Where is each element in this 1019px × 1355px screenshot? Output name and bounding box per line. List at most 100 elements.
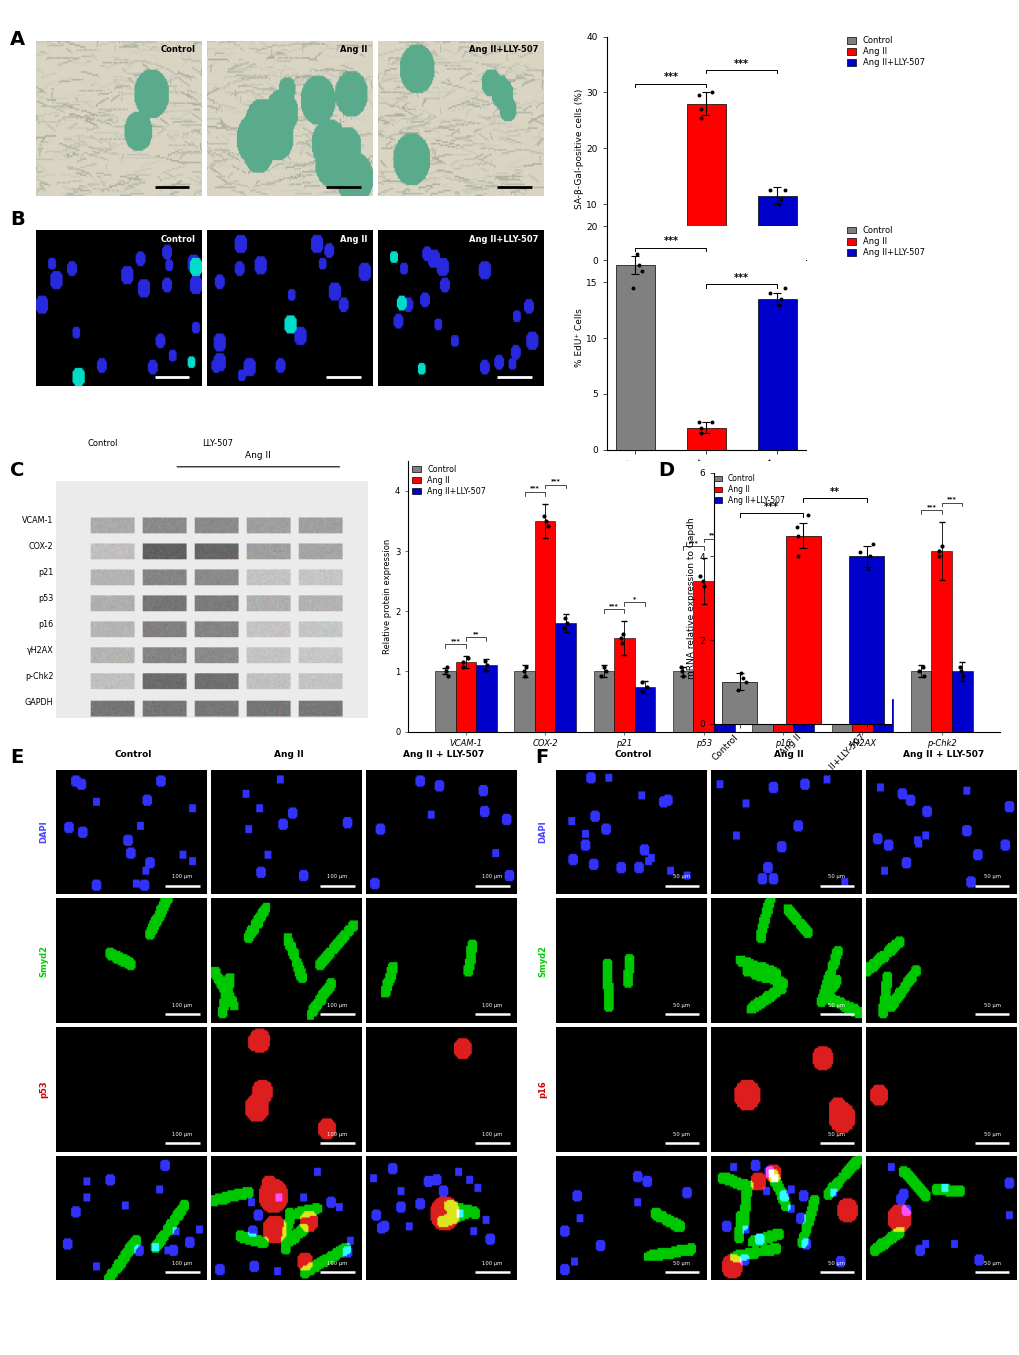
Text: ***: *** [550, 478, 559, 484]
Text: p53: p53 [39, 1080, 48, 1099]
Point [535, 505, 551, 527]
Text: Ang II: Ang II [246, 451, 271, 459]
Point [638, 676, 654, 698]
Text: ***: *** [450, 638, 460, 644]
Point [861, 546, 877, 568]
Point [737, 671, 753, 692]
Point [755, 665, 771, 687]
Point [539, 515, 555, 537]
Bar [514, 672, 534, 732]
Text: 50 μm: 50 μm [673, 874, 690, 879]
Text: Control: Control [161, 45, 196, 54]
Text: ***: *** [708, 533, 718, 538]
Text: 100 μm: 100 μm [172, 1260, 193, 1266]
Text: ***: *** [734, 274, 749, 283]
Text: ***: *** [947, 496, 956, 501]
Text: **: ** [829, 486, 840, 497]
Point [773, 600, 790, 622]
Text: Ang II + LLY-507: Ang II + LLY-507 [403, 749, 484, 759]
Text: A: A [10, 30, 25, 49]
Point [703, 81, 719, 103]
Point [729, 679, 745, 701]
Text: 100 μm: 100 μm [482, 1003, 502, 1008]
Legend: Control, Ang II, Ang II+LLY-507: Control, Ang II, Ang II+LLY-507 [847, 37, 924, 68]
Bar [686, 428, 726, 450]
Point [873, 688, 890, 710]
Text: B: B [10, 210, 24, 229]
Point [518, 656, 534, 678]
Point [703, 411, 719, 432]
Point [798, 673, 814, 695]
Point [695, 570, 711, 592]
Bar [721, 682, 756, 724]
Text: ***: *** [662, 236, 678, 247]
Text: Merge: Merge [538, 1203, 547, 1233]
Point [592, 665, 608, 687]
Text: ***: *** [788, 562, 798, 568]
Point [857, 607, 873, 629]
Point [915, 665, 931, 687]
Text: 50 μm: 50 μm [982, 1260, 1000, 1266]
Text: 50 μm: 50 μm [982, 1003, 1000, 1008]
Point [692, 99, 708, 121]
Point [732, 663, 748, 684]
Point [771, 188, 788, 210]
Text: ***: *** [767, 570, 776, 575]
Text: ***: *** [530, 485, 539, 491]
Point [761, 179, 777, 201]
Point [625, 237, 641, 259]
Point [633, 671, 649, 692]
Point [873, 692, 890, 714]
Point [478, 654, 494, 676]
Text: ***: *** [925, 504, 935, 508]
Point [516, 661, 532, 683]
Text: 50 μm: 50 μm [827, 1131, 845, 1137]
Point [777, 596, 794, 618]
Point [558, 612, 575, 634]
Text: Control: Control [88, 439, 118, 447]
Bar [793, 690, 813, 732]
Bar [713, 660, 734, 732]
Point [851, 542, 867, 564]
Bar [830, 672, 851, 732]
Point [454, 656, 471, 678]
Bar [593, 672, 613, 732]
Bar [849, 557, 883, 724]
Text: 100 μm: 100 μm [172, 1131, 193, 1137]
Legend: Control, Ang II, Ang II+LLY-507: Control, Ang II, Ang II+LLY-507 [412, 465, 486, 496]
Point [877, 683, 894, 705]
Text: Control: Control [115, 749, 152, 759]
Y-axis label: SA-β-Gal-positive cells (%): SA-β-Gal-positive cells (%) [574, 88, 583, 209]
Bar [757, 196, 796, 260]
Y-axis label: Relative protein expression: Relative protein expression [383, 538, 392, 654]
Text: LLY-507: LLY-507 [202, 439, 233, 447]
Point [692, 417, 708, 439]
Text: 100 μm: 100 μm [482, 1131, 502, 1137]
Point [634, 260, 650, 282]
Point [695, 575, 711, 596]
Point [790, 546, 806, 568]
Point [797, 683, 813, 705]
Text: 100 μm: 100 μm [172, 1003, 193, 1008]
Text: ***: *** [763, 501, 779, 512]
Point [691, 411, 707, 432]
Point [537, 509, 553, 531]
Y-axis label: % EdU⁺ Cells: % EdU⁺ Cells [574, 309, 583, 367]
Text: 100 μm: 100 μm [172, 874, 193, 879]
Bar [751, 672, 772, 732]
Point [800, 504, 816, 526]
Point [692, 423, 708, 444]
Bar [613, 638, 634, 732]
Point [631, 255, 647, 276]
Point [864, 533, 880, 554]
Text: 100 μm: 100 μm [327, 1260, 347, 1266]
Text: Control: Control [614, 749, 651, 759]
Text: Smyd2: Smyd2 [538, 944, 547, 977]
Point [556, 607, 573, 629]
Text: 50 μm: 50 μm [827, 1003, 845, 1008]
Text: *: * [633, 596, 636, 600]
Point [476, 650, 492, 672]
Point [674, 665, 690, 687]
Text: 50 μm: 50 μm [673, 1131, 690, 1137]
Text: Control: Control [161, 234, 196, 244]
